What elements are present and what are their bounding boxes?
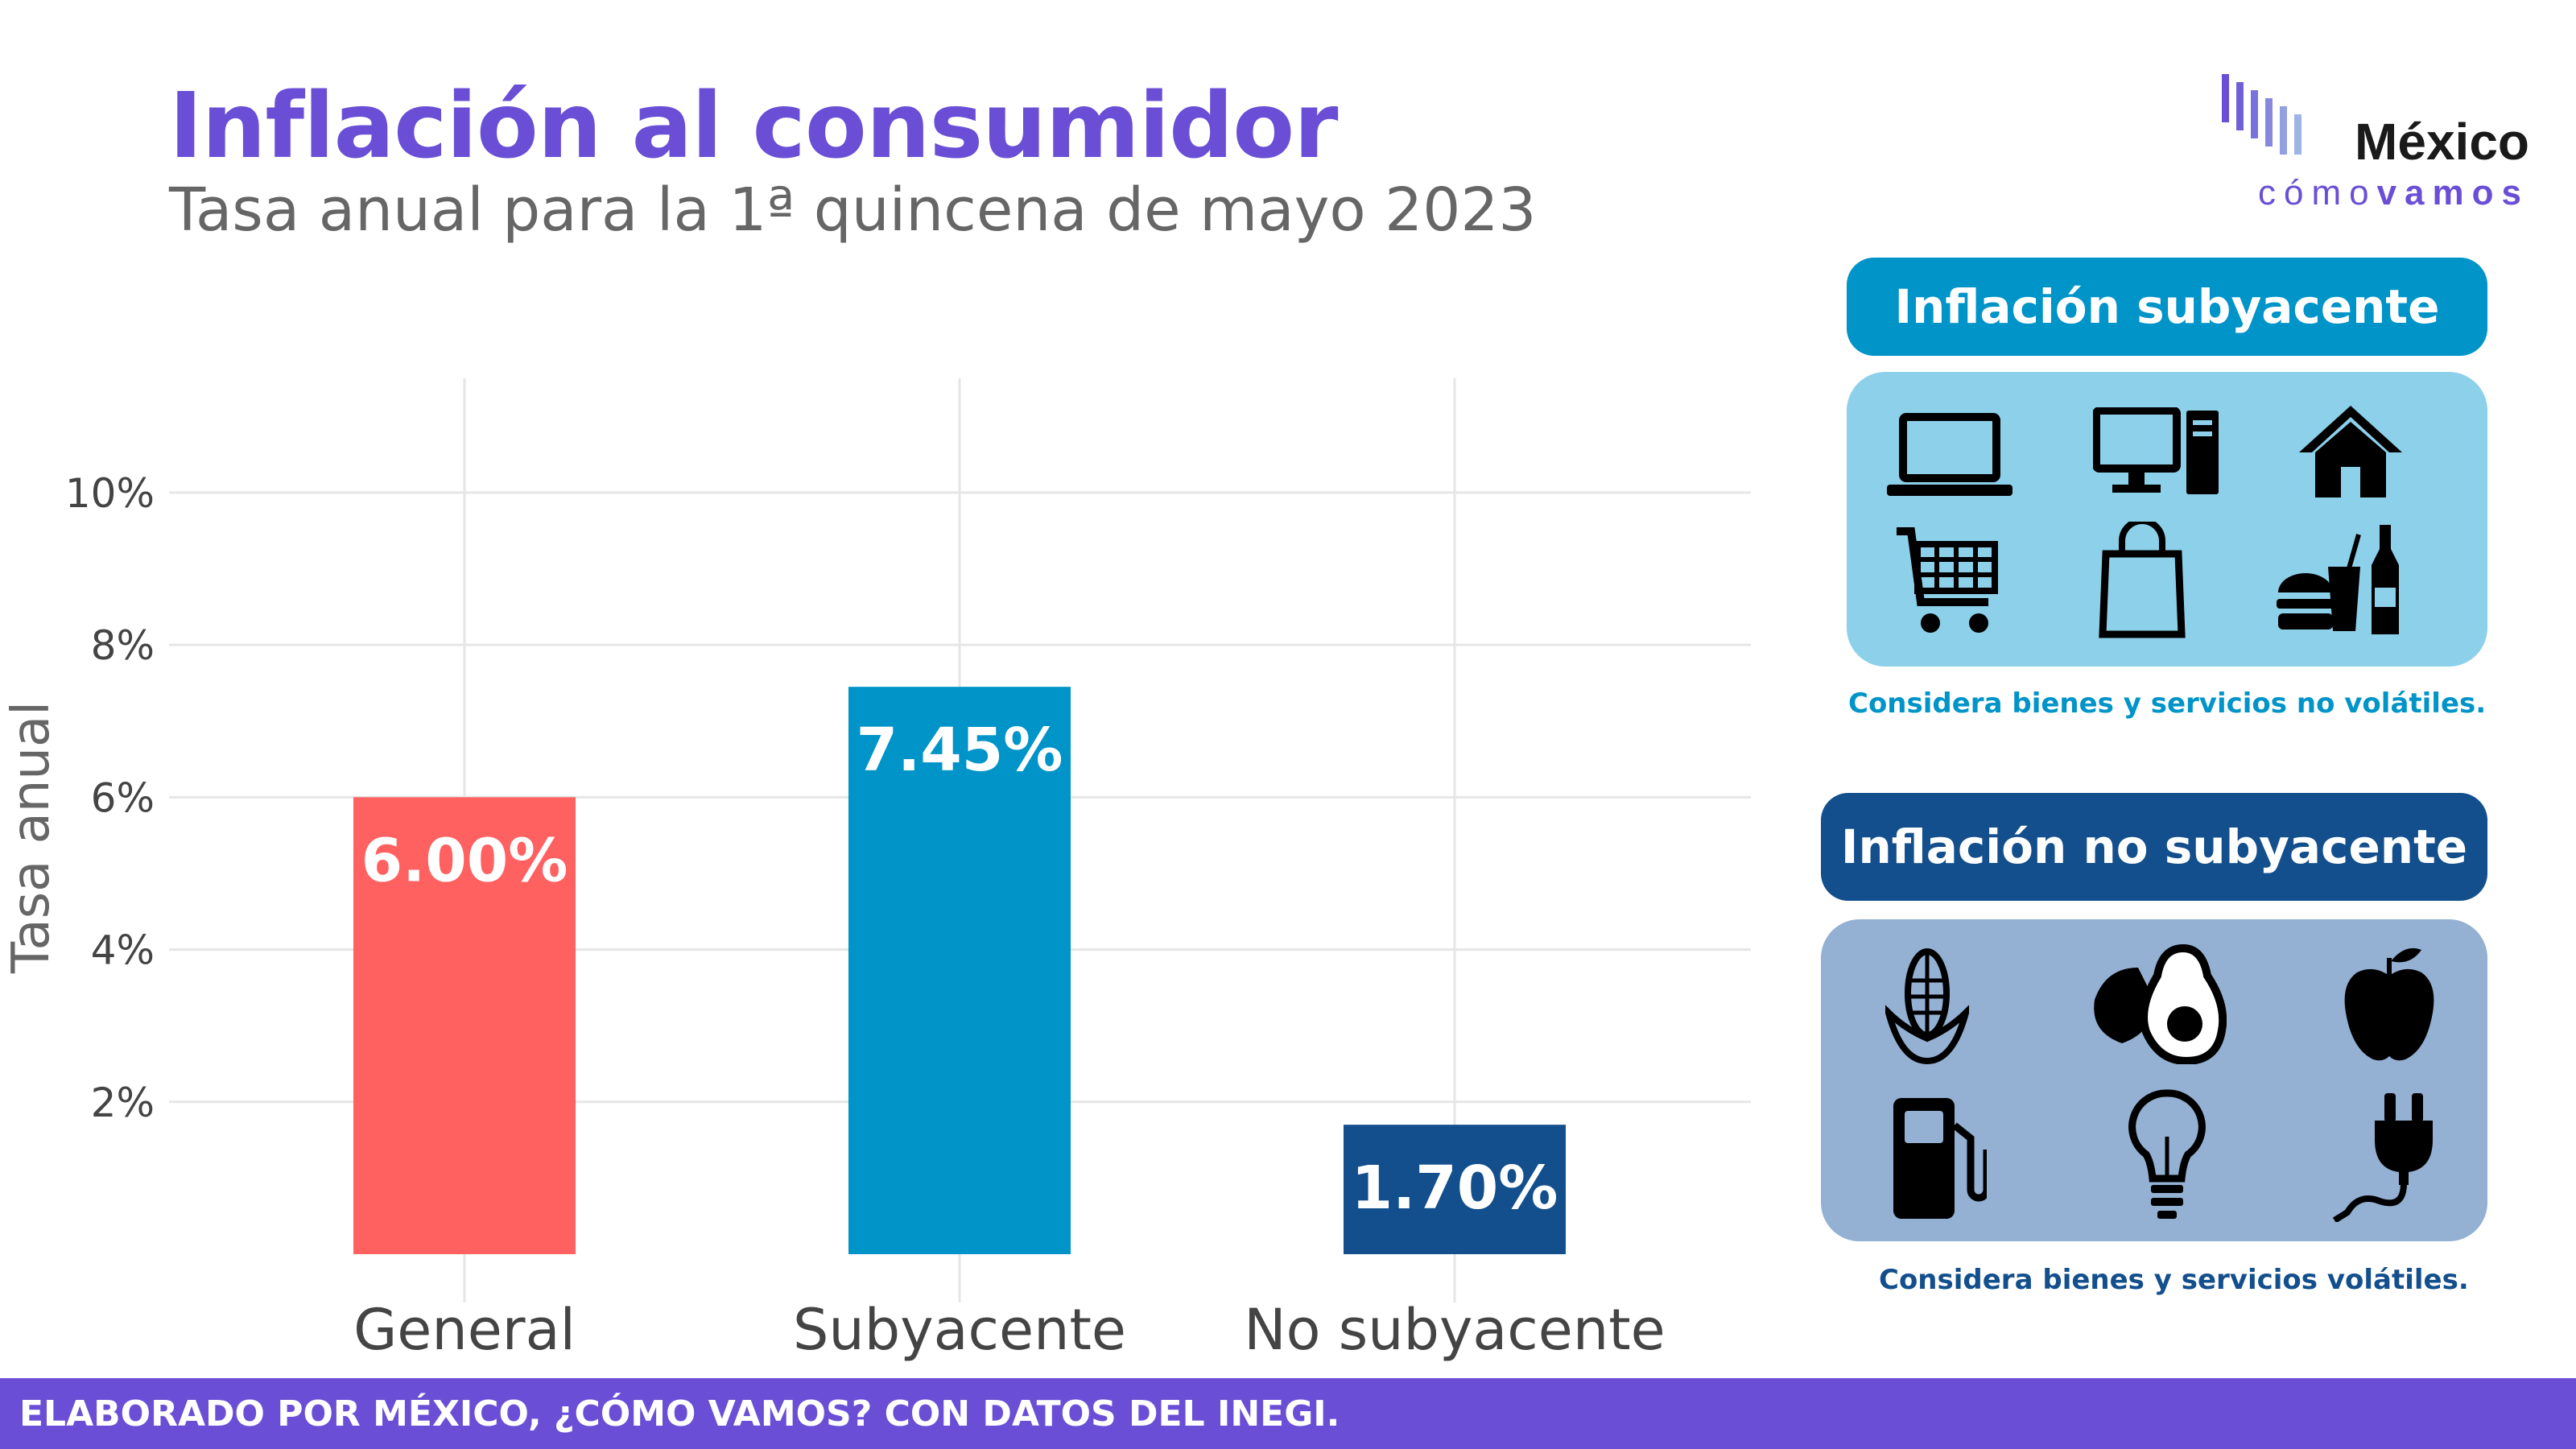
shopping-cart-icon xyxy=(1897,527,1998,633)
y-tick-label: 2% xyxy=(91,1080,155,1126)
no-subyacente-panel-title: Inflación no subyacente xyxy=(1821,793,2487,901)
no-subyacente-note: Considera bienes y servicios volátiles. xyxy=(1879,1264,2469,1296)
fast-food-icon xyxy=(2277,525,2399,634)
page-subtitle: Tasa anual para la 1ª quincena de mayo 2… xyxy=(169,175,1537,245)
x-axis-ticks: General Subyacente No subyacente xyxy=(353,1297,1666,1363)
inflation-bar-chart: 2% 4% 6% 8% 10% 6.00% 7.45% 1.70% General Subya… xyxy=(2,378,1751,1363)
y-tick-label: 10% xyxy=(65,470,155,517)
bar-value-label: 7.45% xyxy=(857,716,1063,785)
logo-mexico-text: México xyxy=(2355,113,2529,171)
bar-value-label: 6.00% xyxy=(361,826,568,895)
x-tick-label: General xyxy=(353,1297,576,1363)
x-tick-label: No subyacente xyxy=(1244,1297,1665,1363)
bar-no-subyacente xyxy=(1344,1125,1566,1254)
y-tick-label: 8% xyxy=(91,622,155,669)
corn-icon xyxy=(1885,948,1969,1065)
y-tick-label: 6% xyxy=(91,774,155,821)
electric-plug-icon xyxy=(2332,1093,2433,1222)
house-icon xyxy=(2299,406,2402,497)
subyacente-icons-box xyxy=(1847,372,2487,667)
bar-data-labels: 6.00% 7.45% 1.70% xyxy=(361,716,1558,1223)
no-subyacente-icons-box xyxy=(1821,919,2487,1241)
logo-bars-icon xyxy=(2222,74,2301,155)
subyacente-panel-title: Inflación subyacente xyxy=(1847,258,2487,356)
apple-icon xyxy=(2344,947,2434,1061)
x-tick-label: Subyacente xyxy=(793,1297,1126,1363)
desktop-computer-icon xyxy=(2093,407,2219,494)
gas-pump-icon xyxy=(1893,1098,1987,1219)
bar-value-label: 1.70% xyxy=(1352,1154,1558,1223)
page-title: Inflación al consumidor xyxy=(169,74,1338,179)
shopping-bag-icon xyxy=(2099,522,2186,638)
y-axis-ticks: 2% 4% 6% 8% 10% xyxy=(65,470,155,1126)
bar-subyacente xyxy=(848,687,1071,1254)
light-bulb-icon xyxy=(2128,1089,2206,1219)
logo-como-vamos-text: cómovamos xyxy=(2258,173,2529,213)
source-footer: ELABORADO POR MÉXICO, ¿CÓMO VAMOS? CON D… xyxy=(0,1378,2576,1449)
chart-bars xyxy=(353,687,1566,1254)
mexico-como-vamos-logo: México cómovamos xyxy=(2222,74,2529,213)
avocado-icon xyxy=(2094,943,2227,1064)
y-tick-label: 4% xyxy=(91,927,155,974)
laptop-icon xyxy=(1887,413,2013,496)
y-axis-label: Tasa anual xyxy=(2,701,61,974)
subyacente-note: Considera bienes y servicios no volátile… xyxy=(1848,687,2487,720)
bar-general xyxy=(353,797,576,1254)
